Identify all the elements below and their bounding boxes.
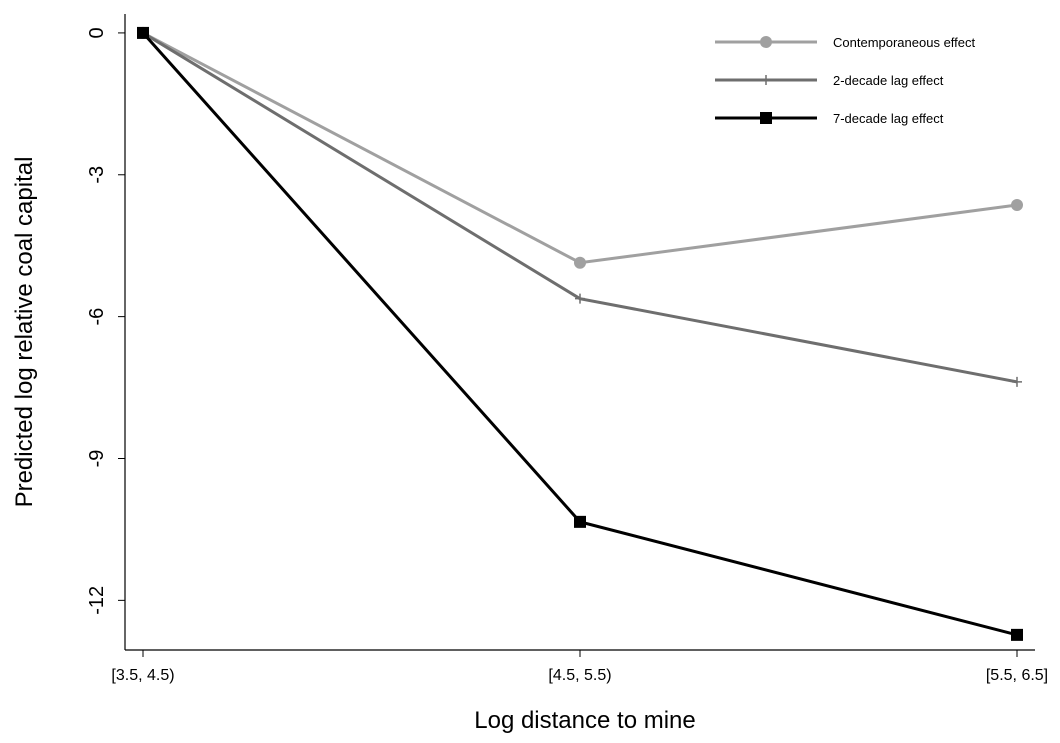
- y-tick-label: -6: [86, 308, 108, 326]
- marker: [575, 293, 585, 304]
- marker: [761, 75, 771, 85]
- marker: [760, 36, 772, 48]
- line: [142, 31, 1018, 265]
- x-axis-title: Log distance to mine: [474, 707, 695, 734]
- marker: [760, 112, 772, 124]
- y-tick-label: 0: [86, 27, 108, 38]
- y-tick-label: -12: [86, 586, 108, 615]
- y-tick-label: -9: [86, 450, 108, 468]
- y-tick-label: -3: [86, 166, 108, 184]
- legend-label: Contemporaneous effect: [833, 35, 976, 50]
- marker: [137, 26, 149, 39]
- marker: [574, 515, 586, 528]
- x-tick-label: [3.5, 4.5): [111, 667, 174, 684]
- legend-label: 7-decade lag effect: [833, 111, 944, 126]
- marker: [1011, 199, 1023, 212]
- marker: [574, 256, 586, 269]
- x-tick-label: [5.5, 6.5]: [986, 667, 1048, 684]
- y-axis-title: Predicted log relative coal capital: [11, 157, 38, 508]
- marker: [1011, 628, 1023, 641]
- legend-label: 2-decade lag effect: [833, 73, 944, 88]
- marker: [1012, 376, 1022, 387]
- x-tick-label: [4.5, 5.5): [548, 667, 611, 684]
